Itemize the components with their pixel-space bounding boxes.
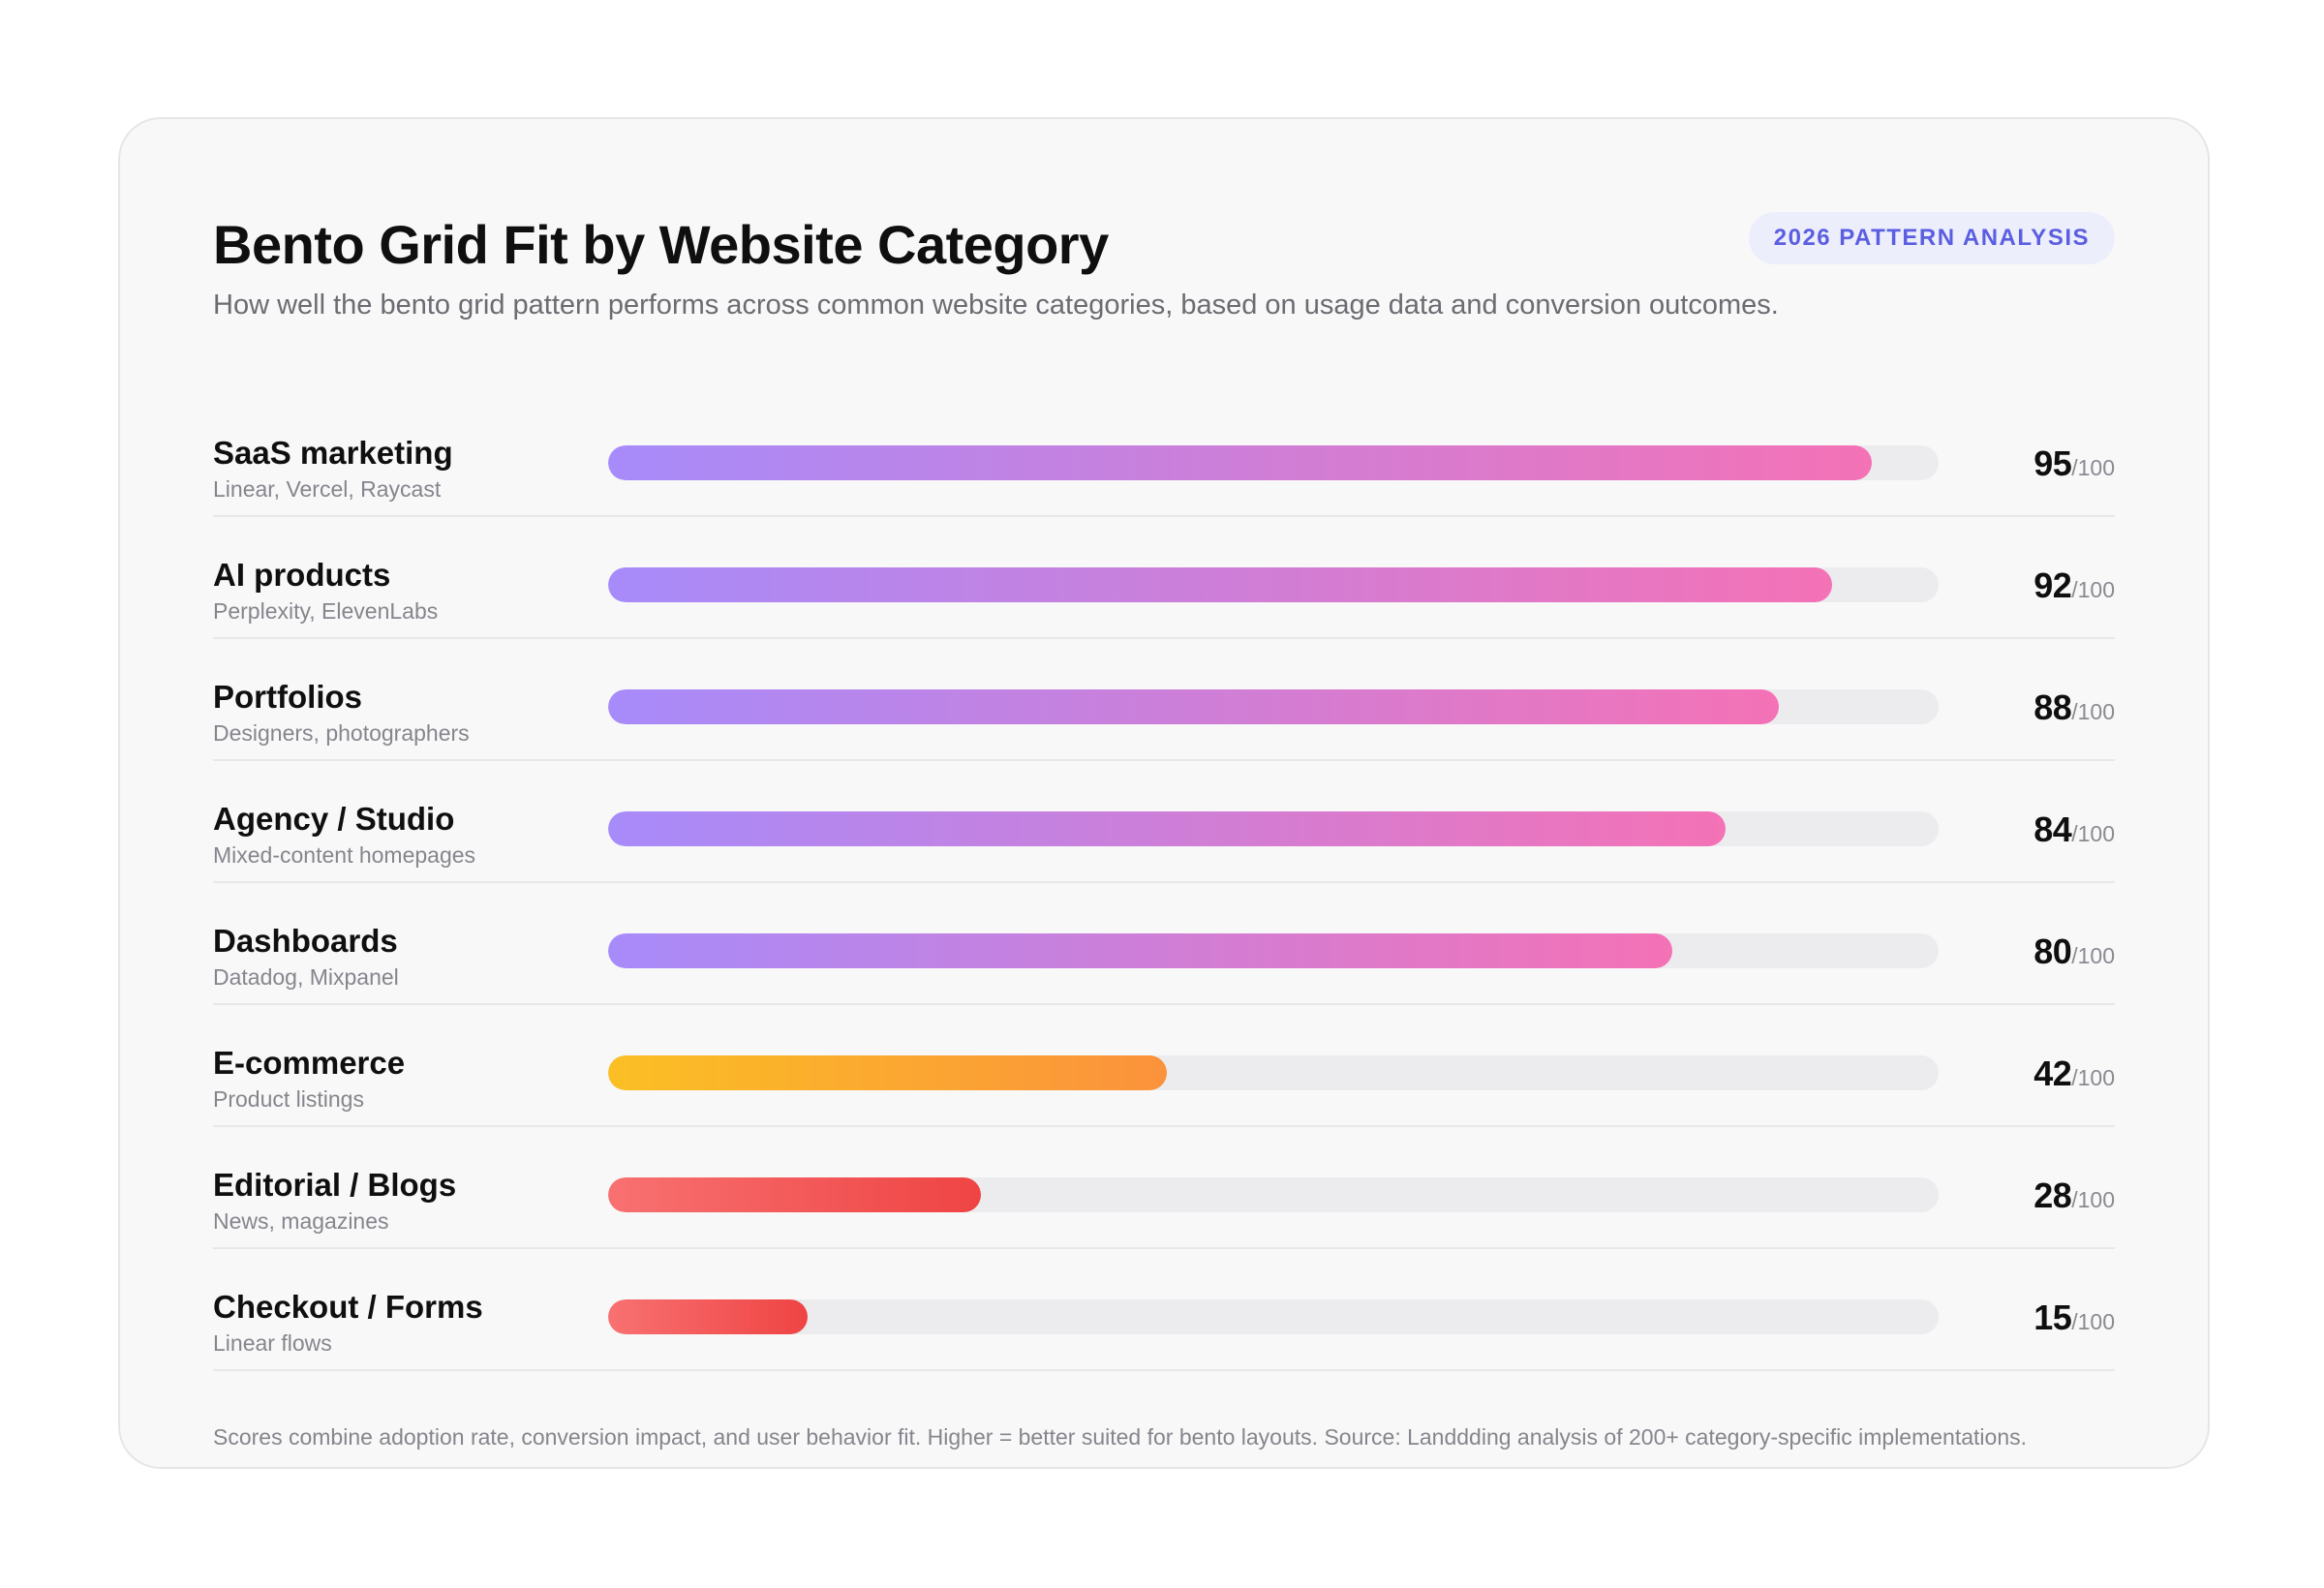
bar-row: Editorial / Blogs News, magazines 28/100 bbox=[213, 1127, 2115, 1249]
bar-row: Agency / Studio Mixed-content homepages 84… bbox=[213, 761, 2115, 883]
category-name: Editorial / Blogs bbox=[213, 1167, 457, 1203]
bar-row: E-commerce Product listings 42/100 bbox=[213, 1005, 2115, 1127]
score-label: 95/100 bbox=[2034, 443, 2115, 484]
bar-track bbox=[608, 1177, 1939, 1212]
score-label: 28/100 bbox=[2034, 1176, 2115, 1216]
bar-fill bbox=[608, 445, 1873, 480]
category-label: Portfolios Designers, photographers bbox=[213, 678, 581, 748]
score-max: /100 bbox=[2071, 699, 2115, 724]
category-label: Checkout / Forms Linear flows bbox=[213, 1288, 581, 1358]
bar-fill bbox=[608, 933, 1673, 968]
chart-header: Bento Grid Fit by Website Category How w… bbox=[213, 212, 2115, 324]
score-label: 15/100 bbox=[2034, 1298, 2115, 1338]
chart-card: Bento Grid Fit by Website Category How w… bbox=[118, 117, 2210, 1469]
bar-fill bbox=[608, 811, 1727, 846]
bar-track bbox=[608, 445, 1939, 480]
category-description: Linear flows bbox=[213, 1330, 332, 1356]
category-label: Agency / Studio Mixed-content homepages bbox=[213, 800, 581, 870]
category-label: AI products Perplexity, ElevenLabs bbox=[213, 556, 581, 626]
category-name: AI products bbox=[213, 557, 391, 593]
score-value: 95 bbox=[2034, 443, 2072, 483]
bar-fill bbox=[608, 689, 1780, 724]
category-name: Checkout / Forms bbox=[213, 1289, 483, 1325]
bar-fill bbox=[608, 1177, 981, 1212]
bar-rows: SaaS marketing Linear, Vercel, Raycast 95/… bbox=[213, 395, 2115, 1371]
score-max: /100 bbox=[2071, 455, 2115, 480]
score-label: 88/100 bbox=[2034, 687, 2115, 728]
score-max: /100 bbox=[2071, 943, 2115, 968]
chart-subtitle: How well the bento grid pattern performs… bbox=[213, 290, 1779, 321]
score-value: 92 bbox=[2034, 565, 2072, 605]
pattern-analysis-badge: 2026 PATTERN ANALYSIS bbox=[1748, 212, 2115, 264]
chart-footnote: Scores combine adoption rate, conversion… bbox=[213, 1424, 2027, 1450]
score-value: 28 bbox=[2034, 1176, 2072, 1215]
score-max: /100 bbox=[2071, 821, 2115, 846]
bar-track bbox=[608, 689, 1939, 724]
bar-fill bbox=[608, 1055, 1168, 1090]
category-name: Portfolios bbox=[213, 679, 362, 715]
score-label: 92/100 bbox=[2034, 565, 2115, 606]
score-value: 80 bbox=[2034, 931, 2072, 971]
category-name: E-commerce bbox=[213, 1045, 406, 1081]
score-value: 88 bbox=[2034, 687, 2072, 727]
score-value: 84 bbox=[2034, 809, 2072, 849]
score-value: 42 bbox=[2034, 1054, 2072, 1093]
category-label: Dashboards Datadog, Mixpanel bbox=[213, 922, 581, 992]
bar-track bbox=[608, 933, 1939, 968]
category-description: Perplexity, ElevenLabs bbox=[213, 598, 439, 624]
category-name: Dashboards bbox=[213, 923, 398, 959]
score-max: /100 bbox=[2071, 1065, 2115, 1090]
category-label: SaaS marketing Linear, Vercel, Raycast bbox=[213, 434, 581, 504]
bar-row: AI products Perplexity, ElevenLabs 92/100 bbox=[213, 517, 2115, 639]
category-description: Mixed-content homepages bbox=[213, 842, 476, 868]
score-label: 42/100 bbox=[2034, 1054, 2115, 1094]
bar-fill bbox=[608, 567, 1833, 602]
score-max: /100 bbox=[2071, 1309, 2115, 1334]
bar-row: SaaS marketing Linear, Vercel, Raycast 95/… bbox=[213, 395, 2115, 517]
bar-row: Checkout / Forms Linear flows 15/100 bbox=[213, 1249, 2115, 1371]
category-description: Designers, photographers bbox=[213, 720, 470, 746]
category-description: News, magazines bbox=[213, 1208, 389, 1234]
score-label: 80/100 bbox=[2034, 931, 2115, 972]
score-label: 84/100 bbox=[2034, 809, 2115, 850]
bar-fill bbox=[608, 1299, 809, 1334]
category-description: Linear, Vercel, Raycast bbox=[213, 476, 442, 502]
bar-track bbox=[608, 567, 1939, 602]
score-max: /100 bbox=[2071, 1187, 2115, 1212]
category-label: E-commerce Product listings bbox=[213, 1044, 581, 1114]
category-description: Datadog, Mixpanel bbox=[213, 964, 399, 990]
bar-track bbox=[608, 1299, 1939, 1334]
category-name: SaaS marketing bbox=[213, 435, 453, 471]
bar-row: Dashboards Datadog, Mixpanel 80/100 bbox=[213, 883, 2115, 1005]
bar-track bbox=[608, 1055, 1939, 1090]
category-description: Product listings bbox=[213, 1086, 364, 1112]
score-value: 15 bbox=[2034, 1298, 2072, 1337]
chart-title: Bento Grid Fit by Website Category bbox=[213, 214, 1109, 275]
score-max: /100 bbox=[2071, 577, 2115, 602]
bar-track bbox=[608, 811, 1939, 846]
bar-row: Portfolios Designers, photographers 88/100 bbox=[213, 639, 2115, 761]
category-label: Editorial / Blogs News, magazines bbox=[213, 1166, 581, 1236]
category-name: Agency / Studio bbox=[213, 801, 455, 837]
